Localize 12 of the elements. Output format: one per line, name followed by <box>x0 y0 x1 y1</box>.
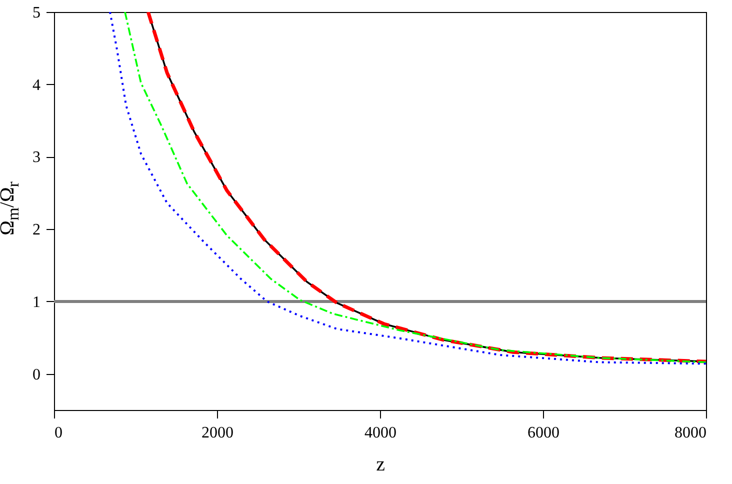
x-tick-label: 2000 <box>202 424 234 442</box>
y-tick-label: 3 <box>32 149 40 166</box>
y-tick-label: 1 <box>32 294 40 311</box>
y-tick-label: 2 <box>32 222 40 239</box>
y-tick-label: 5 <box>32 4 40 22</box>
y-tick-label: 4 <box>32 76 40 94</box>
x-tick-label: 4000 <box>364 424 396 442</box>
y-tick-label: 0 <box>32 366 40 384</box>
x-tick-label: 6000 <box>528 424 560 442</box>
x-axis-title: z <box>376 454 386 476</box>
x-tick-label: 0 <box>54 424 62 442</box>
x-tick-label: 8000 <box>674 424 706 442</box>
